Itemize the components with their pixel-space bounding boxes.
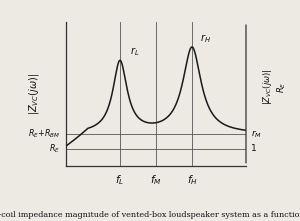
Text: $f_H$: $f_H$ bbox=[187, 174, 197, 187]
Text: $R_E$: $R_E$ bbox=[50, 142, 61, 155]
Text: $|Z_{VC}(j\omega)|$: $|Z_{VC}(j\omega)|$ bbox=[27, 73, 40, 115]
Text: $|Z_{VC}(j\omega)|$
$R_E$: $|Z_{VC}(j\omega)|$ $R_E$ bbox=[261, 69, 288, 105]
Text: $f_L$: $f_L$ bbox=[116, 174, 124, 187]
Text: $r_H$: $r_H$ bbox=[200, 32, 211, 45]
Text: $f_M$: $f_M$ bbox=[150, 174, 162, 187]
Text: $r_L$: $r_L$ bbox=[130, 45, 139, 58]
Text: Fig. 20.  Voice-coil impedance magnitude of vented-box loudspeaker system as a f: Fig. 20. Voice-coil impedance magnitude … bbox=[0, 211, 300, 219]
Text: $r_M$: $r_M$ bbox=[251, 128, 262, 140]
Text: 1: 1 bbox=[251, 144, 257, 153]
Text: $R_E$+$R_{BM}$: $R_E$+$R_{BM}$ bbox=[28, 128, 61, 140]
